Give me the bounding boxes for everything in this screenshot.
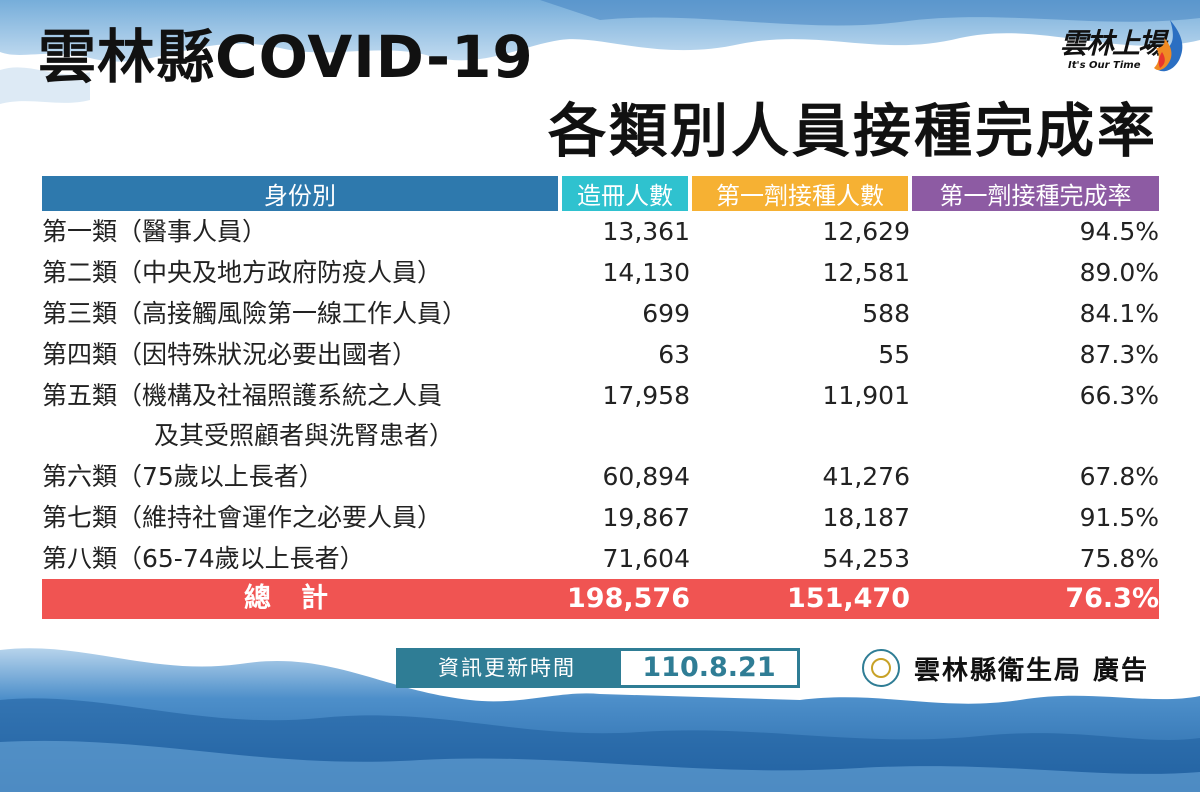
row-first-dose: 11,901 [822, 381, 910, 410]
table-header-row: 身份別 造冊人數 第一劑接種人數 第一劑接種完成率 [42, 176, 1159, 211]
row-category: 第一類（醫事人員） [42, 217, 268, 246]
header-completion-rate: 第一劑接種完成率 [908, 176, 1159, 211]
row-rate: 87.3% [1079, 340, 1159, 369]
row-category: 第二類（中央及地方政府防疫人員） [42, 258, 443, 287]
table-row: 第三類（高接觸風險第一線工作人員） 699 588 84.1% [42, 293, 1159, 334]
row-rate: 89.0% [1079, 258, 1159, 287]
page-title-line2: 各類別人員接種完成率 [547, 97, 1158, 165]
table-row: 第二類（中央及地方政府防疫人員） 14,130 12,581 89.0% [42, 252, 1159, 293]
row-registered: 17,958 [602, 381, 690, 410]
row-category: 第三類（高接觸風險第一線工作人員） [42, 299, 468, 328]
row-first-dose: 588 [862, 299, 910, 328]
row-category: 第六類（75歲以上長者） [42, 462, 324, 491]
bureau-name: 雲林縣衛生局 廣告 [914, 655, 1150, 686]
total-label: 總計 [42, 579, 560, 619]
header-identity: 身份別 [42, 176, 560, 211]
row-first-dose: 12,629 [822, 217, 910, 246]
row-first-dose: 18,187 [822, 503, 910, 532]
row-registered: 13,361 [602, 217, 690, 246]
update-label: 資訊更新時間 [396, 648, 618, 688]
row-registered: 63 [658, 340, 690, 369]
bureau-credit: 雲林縣衛生局 廣告 [862, 648, 1149, 688]
table-row: 第一類（醫事人員） 13,361 12,629 94.5% [42, 211, 1159, 252]
row-first-dose: 12,581 [822, 258, 910, 287]
row-category: 第四類（因特殊狀況必要出國者） [42, 340, 418, 369]
row-first-dose: 55 [878, 340, 910, 369]
row-category-line2: 及其受照顧者與洗腎患者） [154, 421, 455, 450]
health-bureau-seal-icon [862, 649, 900, 687]
update-date: 110.8.21 [618, 648, 800, 688]
table-row: 第八類（65-74歲以上長者） 71,604 54,253 75.8% [42, 538, 1159, 579]
row-rate: 67.8% [1079, 462, 1159, 491]
row-rate: 84.1% [1079, 299, 1159, 328]
vaccination-table: 身份別 造冊人數 第一劑接種人數 第一劑接種完成率 第一類（醫事人員） 13,3… [42, 176, 1159, 619]
total-first-dose: 151,470 [690, 579, 910, 619]
row-registered: 699 [642, 299, 690, 328]
row-category-line1: 第五類（機構及社福照護系統之人員 [42, 381, 443, 410]
total-rate: 76.3% [910, 579, 1159, 619]
page-title-line1: 雲林縣COVID-19 [38, 23, 534, 91]
table-row: 第七類（維持社會運作之必要人員） 19,867 18,187 91.5% [42, 497, 1159, 538]
row-category: 第七類（維持社會運作之必要人員） [42, 503, 443, 532]
logo-subtitle: It's Our Time [1068, 60, 1141, 71]
table-row: 第四類（因特殊狀況必要出國者） 63 55 87.3% [42, 334, 1159, 375]
row-category: 第八類（65-74歲以上長者） [42, 544, 365, 573]
total-row: 總計 198,576 151,470 76.3% [42, 579, 1159, 619]
row-first-dose: 41,276 [822, 462, 910, 491]
flame-icon [1154, 20, 1183, 72]
table-row: 第五類（機構及社福照護系統之人員 及其受照顧者與洗腎患者） 17,958 11,… [42, 375, 1159, 456]
logo-text: 雲林上場 [1060, 27, 1166, 60]
row-rate: 91.5% [1079, 503, 1159, 532]
header-registered: 造冊人數 [558, 176, 690, 211]
row-rate: 94.5% [1079, 217, 1159, 246]
table-row: 第六類（75歲以上長者） 60,894 41,276 67.8% [42, 456, 1159, 497]
row-registered: 14,130 [602, 258, 690, 287]
header-first-dose: 第一劑接種人數 [688, 176, 910, 211]
update-info: 資訊更新時間 110.8.21 [396, 648, 804, 688]
row-registered: 60,894 [602, 462, 690, 491]
row-rate: 66.3% [1079, 381, 1159, 410]
row-registered: 71,604 [602, 544, 690, 573]
row-rate: 75.8% [1079, 544, 1159, 573]
row-registered: 19,867 [602, 503, 690, 532]
total-registered: 198,576 [560, 579, 690, 619]
yunlin-campaign-logo: 雲林上場 It's Our Time [1050, 14, 1190, 78]
row-first-dose: 54,253 [822, 544, 910, 573]
row-category: 第五類（機構及社福照護系統之人員 及其受照顧者與洗腎患者） [42, 375, 560, 456]
